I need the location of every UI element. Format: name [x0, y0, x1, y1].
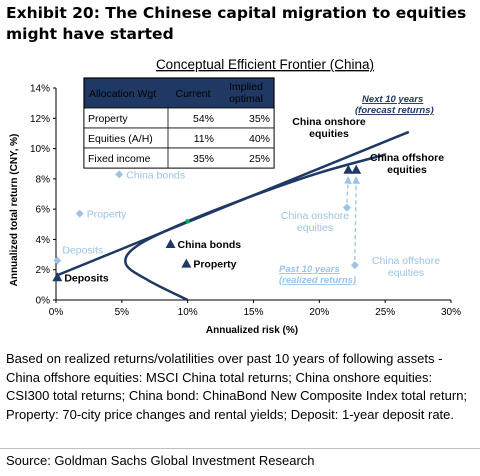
footnote: Based on realized returns/volatilities o… — [6, 351, 468, 422]
table-header-bg — [84, 78, 274, 108]
equity-shift-arrow — [344, 175, 352, 203]
y-tick-label: 4% — [36, 235, 51, 246]
label-offshore-realized-line: equities — [388, 267, 424, 279]
tangency-marker — [185, 219, 190, 224]
point-label: Property — [193, 259, 236, 271]
label-offshore-realized-line: China offshore — [372, 255, 440, 267]
source-line: Source: Goldman Sachs Global Investment … — [6, 453, 315, 468]
table-cell-current: 54% — [193, 113, 214, 125]
y-tick-label: 8% — [36, 174, 51, 185]
legend-forecast-line: (forecast returns) — [355, 105, 434, 116]
label-offshore-forecast: China offshore equities — [370, 152, 444, 176]
y-tick-label: 6% — [36, 205, 51, 216]
y-axis-title: Annualized total return (CNY, %) — [9, 134, 20, 287]
x-axis-title: Annualized risk (%) — [206, 325, 298, 336]
capital-market-line — [55, 130, 410, 277]
label-onshore-realized-line: China onshore — [281, 210, 349, 222]
table-cell-optimal: 40% — [249, 133, 270, 145]
y-tick-label: 2% — [36, 265, 51, 276]
table-header-optimal-line: optimal — [229, 93, 263, 105]
label-offshore-realized: China offshore equities — [372, 255, 440, 279]
x-tick-label: 5% — [115, 307, 130, 318]
x-tick-label: 20% — [309, 307, 329, 318]
label-onshore-realized-line: equities — [297, 222, 333, 234]
realized-marker — [115, 170, 124, 179]
label-offshore-forecast-line: China offshore — [370, 152, 444, 164]
allocation-table: Allocation Wgt Current Implied optimal Prope… — [83, 77, 275, 169]
legend-realized: Past 10 years (realized returns) — [279, 264, 356, 286]
realized-marker — [342, 203, 351, 212]
table-header-current: Current — [175, 88, 210, 100]
table-row — [83, 147, 275, 169]
forecast-marker — [52, 272, 63, 282]
x-tick-label: 15% — [243, 307, 263, 318]
x-tick-label: 30% — [441, 307, 461, 318]
table-cell-current: 35% — [193, 153, 214, 165]
table-header-optimal: Implied optimal — [229, 81, 263, 105]
legend-forecast: Next 10 years (forecast returns) — [355, 94, 434, 116]
table-cell-label: Property — [88, 113, 128, 125]
forecast-marker — [165, 238, 176, 248]
realized-marker — [75, 209, 84, 218]
label-offshore-forecast-line: equities — [387, 164, 427, 176]
table-cell-label: Fixed income — [88, 153, 151, 165]
forecast-marker — [181, 258, 192, 268]
legend-realized-line: (realized returns) — [279, 275, 356, 286]
table-header-optimal-line: Implied — [229, 81, 263, 93]
table-cell-current: 11% — [194, 133, 214, 145]
point-label: Deposits — [62, 245, 103, 257]
table-cell-optimal: 25% — [249, 153, 270, 165]
legend-forecast-line: Next 10 years — [362, 94, 423, 105]
realized-marker — [350, 261, 359, 270]
y-tick-label: 12% — [30, 114, 50, 125]
y-tick-label: 10% — [30, 144, 50, 155]
label-onshore-forecast-line: China onshore — [292, 116, 366, 128]
forecast-marker — [343, 164, 354, 174]
label-onshore-realized: China onshore equities — [281, 210, 349, 234]
y-tick-label: 14% — [30, 84, 50, 95]
point-label: China bonds — [126, 169, 185, 181]
divider — [0, 448, 480, 449]
x-tick-label: 0% — [49, 307, 64, 318]
plot-area: 0% 2% 4% 6% 8% 10% 12% 14% 0% 5% 10% 15% 20% 25% 30% De… — [30, 77, 461, 318]
realized-marker — [53, 256, 62, 265]
table-cell-label: Equities (A/H) — [88, 133, 153, 145]
table-cell-optimal: 35% — [249, 113, 270, 125]
forecast-marker — [351, 164, 362, 174]
chart-title: Conceptual Efficient Frontier (China) — [156, 57, 374, 72]
label-onshore-forecast: China onshore equities — [292, 116, 366, 140]
point-label: Property — [87, 209, 127, 221]
equity-shift-arrow — [352, 175, 360, 261]
exhibit-title: Exhibit 20: The Chinese capital migratio… — [6, 4, 467, 43]
label-onshore-forecast-line: equities — [309, 128, 349, 140]
point-label: Deposits — [64, 272, 109, 284]
y-tick-label: 0% — [36, 296, 51, 307]
efficient-frontier-chart: Conceptual Efficient Frontier (China) An… — [9, 57, 461, 336]
point-label: China bonds — [178, 239, 242, 251]
table-header-allocation: Allocation Wgt — [89, 88, 156, 100]
legend-realized-line: Past 10 years — [279, 264, 340, 275]
x-tick-label: 10% — [178, 307, 198, 318]
x-tick-label: 25% — [375, 307, 395, 318]
